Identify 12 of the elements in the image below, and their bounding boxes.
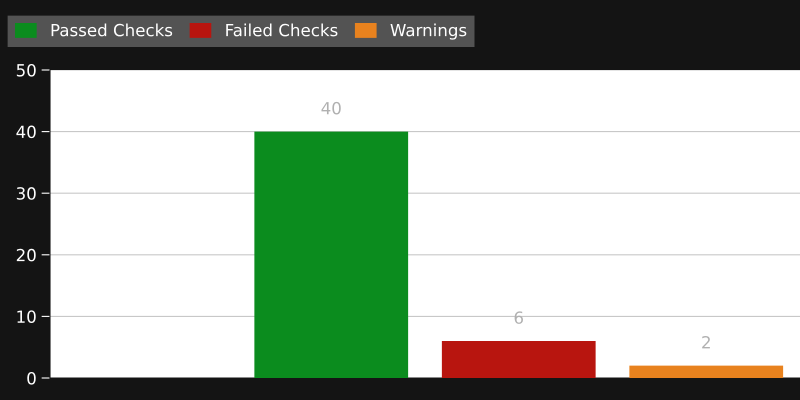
legend-label: Failed Checks xyxy=(226,24,338,36)
y-tick-label: 40 xyxy=(16,126,36,138)
data-label: 40 xyxy=(321,102,341,114)
y-tick-label: 10 xyxy=(17,310,36,323)
y-tick-label: 50 xyxy=(16,64,36,77)
y-tick-label: 0 xyxy=(27,372,36,385)
legend-label: Warnings xyxy=(390,24,466,40)
legend-label: Passed Checks xyxy=(52,24,172,36)
y-tick-label: 30 xyxy=(16,187,36,200)
y-tick-label: 20 xyxy=(16,248,36,262)
data-label: 2 xyxy=(702,336,710,348)
data-label: 6 xyxy=(514,311,524,324)
